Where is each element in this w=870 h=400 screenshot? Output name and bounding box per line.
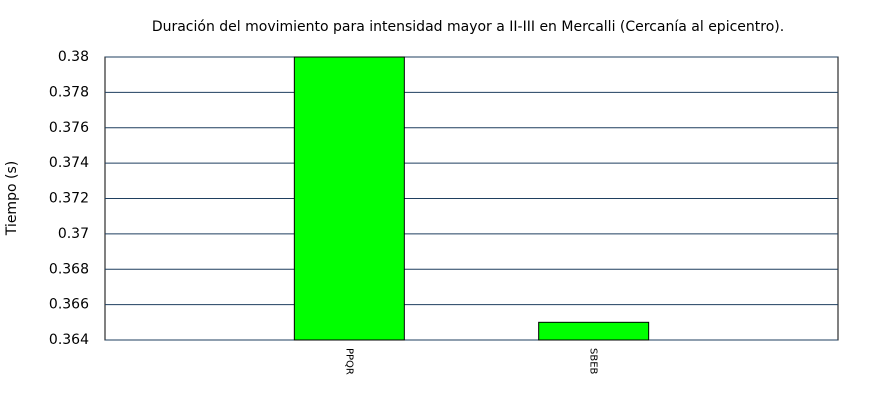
chart-title: Duración del movimiento para intensidad … [152,19,784,35]
y-tick-label: 0.364 [49,332,89,348]
y-tick-label: 0.372 [49,191,89,207]
y-axis-label: Tiempo (s) [4,161,20,236]
y-tick-label: 0.376 [49,120,89,136]
bar [293,56,405,341]
y-tick-label: 0.374 [49,155,89,171]
y-tick-label: 0.37 [58,226,89,242]
x-tick-label: SBEB [588,348,599,375]
y-tick-label: 0.378 [49,84,89,100]
x-tick-label: PPQR [343,348,354,375]
y-tick-label: 0.368 [49,261,89,277]
y-tick-label: 0.38 [58,49,89,65]
y-tick-label: 0.366 [49,297,89,313]
bar [538,321,650,341]
